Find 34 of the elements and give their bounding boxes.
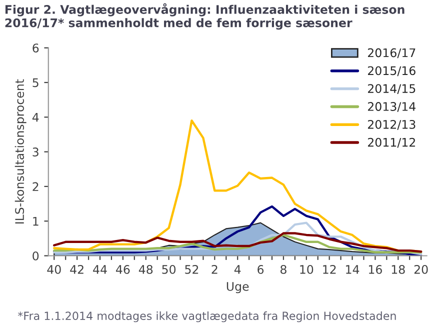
x-tick-label: 40 <box>47 264 61 274</box>
legend-label: 2014/15 <box>368 84 416 94</box>
y-tick-label: 1 <box>33 216 38 226</box>
y-tick-label: 4 <box>32 113 39 122</box>
legend-label: 2016/17 <box>368 48 416 58</box>
x-tick-label: 6 <box>258 264 264 274</box>
x-tick-label: 12 <box>323 264 336 274</box>
legend-label: 2011/12 <box>368 138 415 148</box>
x-tick-label: 20 <box>414 264 428 274</box>
x-tick-label: 42 <box>70 264 84 274</box>
y-tick-label: 2 <box>32 182 38 191</box>
x-tick-label: 18 <box>392 264 405 274</box>
x-tick-label: 50 <box>162 264 176 274</box>
x-tick-label: 44 <box>93 265 107 274</box>
x-tick-label: 46 <box>116 264 130 274</box>
legend-label: 2012/13 <box>368 120 416 130</box>
x-tick-label: 4 <box>234 265 241 274</box>
chart-title: Figur 2. Vagtlægeovervågning: Influenzaaktiviteten i sæson 2016/17* sammenholdt med de fem forrige sæsoner <box>5 3 404 30</box>
legend-label: 2013/14 <box>368 102 416 112</box>
y-tick-label: 3 <box>32 148 38 156</box>
x-tick-label: 16 <box>368 264 382 274</box>
x-tick-label: 48 <box>138 264 153 274</box>
x-axis-title: Uge <box>226 282 249 294</box>
x-tick-label: 8 <box>280 264 286 274</box>
text: *Fra 1.1.2014 modtages ikke vagtlægedata fra Region Hovedstaden <box>18 311 396 322</box>
y-tick-label: 5 <box>32 78 38 88</box>
y-tick-label: 6 <box>32 44 39 53</box>
y-tick-label: 0 <box>32 251 39 260</box>
x-tick-label: 2 <box>212 264 218 274</box>
y-axis-title: ILS-konsultationsprocent <box>14 79 26 224</box>
x-tick-label: 52 <box>185 264 198 274</box>
x-tick-label: 10 <box>300 264 314 274</box>
x-tick-label: 14 <box>346 265 360 274</box>
legend-label: 2015/16 <box>368 66 416 76</box>
